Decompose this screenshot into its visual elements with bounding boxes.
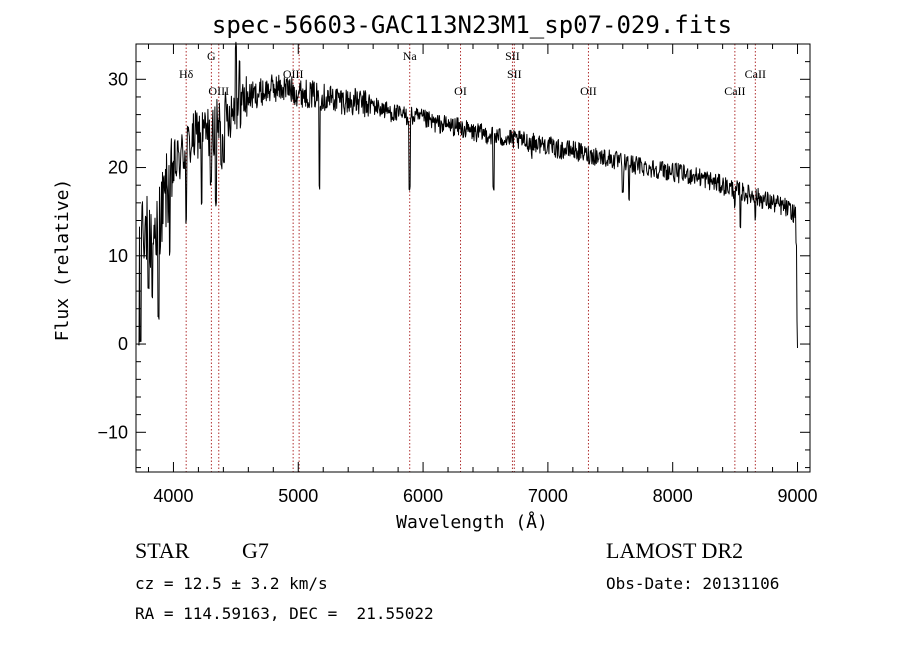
reference-line-label-6: OI xyxy=(454,84,467,98)
reference-line-label-1: G xyxy=(207,49,216,63)
y-tick-label: 20 xyxy=(108,158,128,178)
object-class: STAR xyxy=(135,538,190,563)
x-axis: 4000 5000 6000 7000 8000 9000 xyxy=(147,44,818,506)
reference-line-label-8: SII xyxy=(507,67,522,81)
reference-line-label-5: Na xyxy=(403,49,418,63)
y-tick-label: 0 xyxy=(118,334,128,354)
reference-lines xyxy=(185,44,756,472)
y-tick-label: −10 xyxy=(97,422,128,442)
x-tick-label: 4000 xyxy=(153,486,193,506)
chart-title: spec-56603-GAC113N23M1_sp07-029.fits xyxy=(212,11,732,39)
spectrum-line xyxy=(138,41,798,349)
object-subclass: G7 xyxy=(242,538,269,563)
survey-name: LAMOST DR2 xyxy=(606,538,743,563)
spectrum-series xyxy=(138,41,798,349)
reference-line-label-2: OIII xyxy=(208,84,229,98)
reference-line-label-0: Hδ xyxy=(179,67,194,81)
reference-line-label-11: CaII xyxy=(745,67,766,81)
x-tick-label: 5000 xyxy=(278,486,318,506)
y-axis-label: Flux (relative) xyxy=(52,179,73,342)
reference-line-label-9: OII xyxy=(580,84,597,98)
reference-line-label-10: CaII xyxy=(724,84,745,98)
y-tick-label: 30 xyxy=(108,69,128,89)
y-tick-label: 10 xyxy=(108,246,128,266)
y-axis: −10 0 10 20 30 xyxy=(97,43,810,469)
redshift-velocity: cz = 12.5 ± 3.2 km/s xyxy=(135,574,328,593)
x-tick-label: 6000 xyxy=(403,486,443,506)
reference-line-label-7: SII xyxy=(505,49,520,63)
observation-date: Obs-Date: 20131106 xyxy=(606,574,779,593)
x-tick-label: 8000 xyxy=(653,486,693,506)
x-axis-label: Wavelength (Å) xyxy=(396,511,548,533)
x-tick-label: 9000 xyxy=(777,486,817,506)
sky-coordinates: RA = 114.59163, DEC = 21.55022 xyxy=(135,604,434,623)
reference-line-label-3: OIII xyxy=(283,67,304,81)
x-tick-label: 7000 xyxy=(528,486,568,506)
